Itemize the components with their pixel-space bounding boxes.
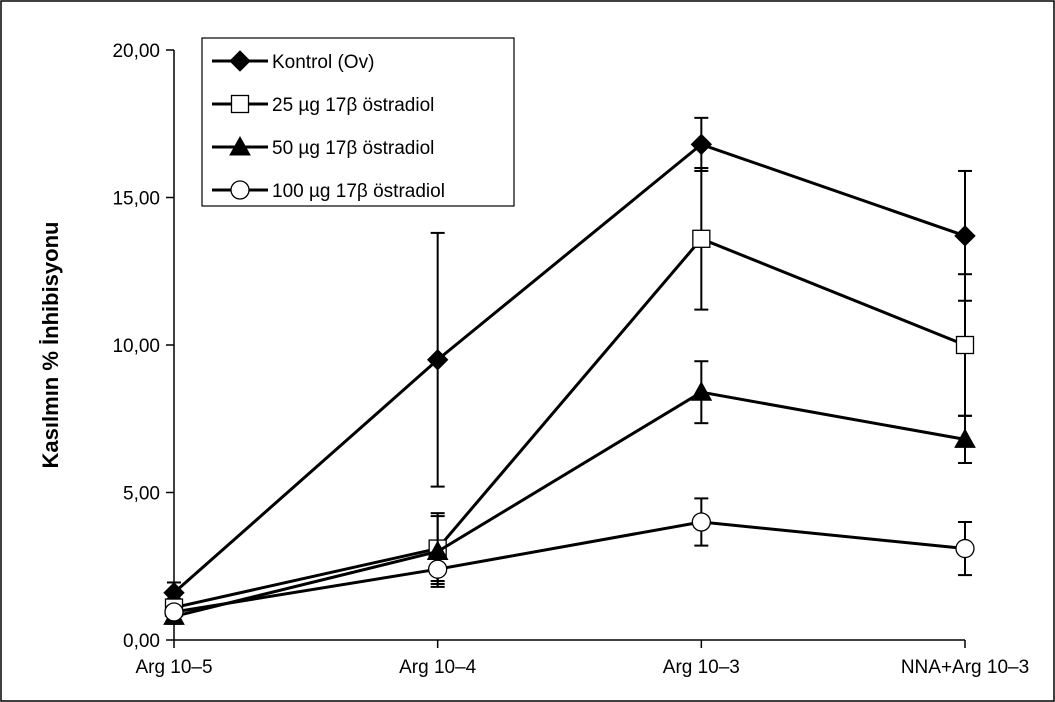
legend-label: 25 µg 17β östradiol	[272, 95, 434, 116]
square-marker	[230, 94, 250, 114]
square-marker	[692, 229, 711, 248]
y-tick-label: 20,00	[112, 41, 160, 62]
x-tick-label: Arg 10–5	[135, 657, 212, 678]
y-tick-label: 0,00	[123, 631, 160, 652]
circle-marker	[955, 538, 975, 559]
triangle-marker	[229, 135, 251, 156]
series-line	[173, 237, 966, 610]
triangle-marker	[954, 428, 976, 448]
axes: 0,00 5,00 10,00 15,00 20,00 Arg 10–5 Arg 10–4 A…	[112, 41, 1029, 678]
circle-marker	[164, 602, 184, 622]
square-marker	[955, 335, 975, 355]
y-axis-title: Kasılmın % İnhibisyonu	[38, 222, 63, 469]
diamond-marker	[229, 50, 251, 72]
y-tick-label: 15,00	[112, 189, 160, 210]
legend-label: 100 µg 17β östradiol	[272, 181, 445, 202]
series-line	[173, 520, 966, 614]
legend: Kontrol (Ov) 25 µg 17β östradiol 50 µg 17β…	[201, 37, 515, 207]
y-tick-label: 5,00	[123, 484, 160, 505]
x-tick-label: Arg 10–3	[663, 657, 740, 678]
legend-label: Kontrol (Ov)	[272, 52, 374, 73]
y-tick-label: 10,00	[112, 336, 160, 357]
diamond-marker	[426, 349, 449, 371]
legend-label: 50 µg 17β östradiol	[272, 138, 434, 159]
legend-box	[201, 37, 515, 207]
series-4	[164, 497, 975, 622]
circle-marker	[691, 512, 711, 532]
x-tick-label: NNA+Arg 10–3	[901, 657, 1029, 678]
circle-marker	[230, 180, 250, 200]
series-line	[173, 390, 966, 618]
circle-marker	[428, 559, 448, 579]
series-layer	[163, 116, 976, 625]
series-line	[173, 142, 966, 594]
triangle-marker	[690, 381, 713, 401]
x-tick-label: Arg 10–4	[399, 657, 477, 678]
diamond-marker	[954, 225, 976, 247]
diamond-marker	[690, 133, 713, 156]
